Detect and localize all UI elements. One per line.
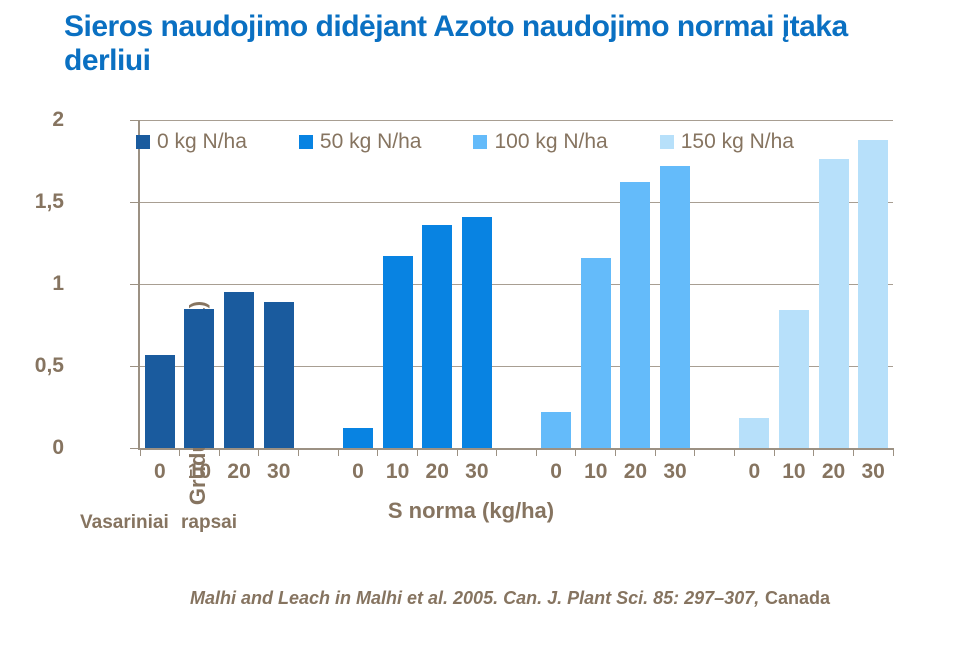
x-tick-mark bbox=[733, 448, 735, 456]
y-tick-label: 0 bbox=[52, 436, 64, 459]
legend-item: 50 kg N/ha bbox=[298, 130, 422, 154]
y-tick-label: 0,5 bbox=[34, 354, 64, 377]
x-tick-mark bbox=[694, 448, 696, 456]
x-tick-mark bbox=[337, 448, 339, 456]
bar bbox=[858, 140, 889, 448]
bar bbox=[818, 159, 849, 448]
x-tick-label: 0 bbox=[550, 460, 562, 483]
x-tick-mark bbox=[813, 448, 815, 456]
x-tick-mark bbox=[615, 448, 617, 456]
y-tick-label: 1,5 bbox=[34, 190, 64, 213]
x-tick-mark bbox=[416, 448, 418, 456]
bar bbox=[660, 166, 691, 448]
bar bbox=[620, 182, 651, 448]
gridline bbox=[140, 119, 893, 121]
y-tick-mark bbox=[130, 447, 138, 449]
bar bbox=[263, 302, 294, 448]
chart-title: Sieros naudojimo didėjant Azoto naudojim… bbox=[64, 10, 848, 77]
x-tick-label: 10 bbox=[584, 460, 608, 483]
x-tick-mark bbox=[298, 448, 300, 456]
x-tick-label: 10 bbox=[782, 460, 806, 483]
gridline bbox=[140, 283, 893, 285]
x-tick-label: 30 bbox=[267, 460, 291, 483]
y-tick-mark bbox=[130, 119, 138, 121]
bar bbox=[541, 412, 572, 448]
x-tick-label: 30 bbox=[465, 460, 489, 483]
bar bbox=[422, 225, 453, 448]
x-tick-mark bbox=[179, 448, 181, 456]
x-tick-label: 20 bbox=[227, 460, 251, 483]
bar bbox=[342, 428, 373, 448]
bar bbox=[461, 217, 492, 448]
bar bbox=[184, 309, 215, 448]
x-tick-label: 0 bbox=[748, 460, 761, 483]
x-tick-label: 20 bbox=[425, 460, 449, 483]
x-tick-mark bbox=[139, 448, 141, 456]
legend-item: 100 kg N/ha bbox=[473, 130, 608, 154]
x-tick-label: 30 bbox=[663, 460, 687, 483]
y-tick-mark bbox=[130, 365, 138, 367]
legend-swatch bbox=[659, 135, 674, 149]
legend-label: 100 kg N/ha bbox=[494, 130, 608, 153]
x-tick-mark bbox=[456, 448, 458, 456]
gridline bbox=[140, 365, 893, 367]
x-tick-label: 10 bbox=[385, 460, 410, 483]
x-tick-mark bbox=[496, 448, 498, 456]
y-tick-label: 2 bbox=[52, 108, 64, 131]
x-tick-label: 20 bbox=[623, 460, 648, 483]
y-tick-mark bbox=[130, 201, 138, 203]
x-tick-label: 30 bbox=[861, 460, 885, 483]
bar bbox=[144, 355, 175, 448]
legend-label: 150 kg N/ha bbox=[680, 130, 794, 153]
legend: 0 kg N/ha 50 kg N/ha 100 kg N/ha 150 kg N/h… bbox=[136, 130, 794, 154]
x-tick-mark bbox=[535, 448, 537, 456]
legend-swatch bbox=[298, 135, 313, 149]
bar bbox=[224, 292, 255, 448]
x-axis-title: S norma (kg/ha) bbox=[387, 498, 555, 523]
legend-item: 0 kg N/ha bbox=[136, 130, 247, 154]
x-tick-label: 10 bbox=[187, 460, 212, 483]
x-tick-label: 0 bbox=[352, 460, 364, 483]
legend-item: 150 kg N/ha bbox=[659, 130, 794, 154]
x-tick-mark bbox=[773, 448, 775, 456]
x-tick-label: 20 bbox=[821, 460, 846, 483]
y-tick-mark bbox=[130, 283, 138, 285]
x-tick-mark bbox=[852, 448, 854, 456]
legend-swatch bbox=[136, 135, 150, 149]
x-tick-mark bbox=[377, 448, 379, 456]
x-tick-mark bbox=[218, 448, 220, 456]
bar bbox=[778, 310, 809, 448]
citation-source-text: Malhi and Leach in Malhi et al. 2005. Ca… bbox=[189, 588, 760, 608]
y-tick-label: 1 bbox=[52, 272, 64, 295]
legend-label: 50 kg N/ha bbox=[319, 130, 422, 153]
crop-label: Vasariniai rapsai bbox=[80, 512, 237, 533]
bar bbox=[739, 418, 770, 448]
legend-swatch bbox=[473, 135, 488, 149]
citation: Malhi and Leach in Malhi et al. 2005. Ca… bbox=[110, 588, 910, 609]
legend-label: 0 kg N/ha bbox=[157, 130, 247, 153]
bar bbox=[580, 258, 611, 448]
x-tick-mark bbox=[892, 448, 894, 456]
citation-country: Canada bbox=[764, 588, 830, 608]
x-tick-label: 0 bbox=[153, 460, 166, 483]
x-tick-mark bbox=[654, 448, 656, 456]
x-tick-mark bbox=[575, 448, 577, 456]
bar bbox=[382, 256, 413, 448]
x-tick-mark bbox=[258, 448, 260, 456]
gridline bbox=[140, 201, 893, 203]
